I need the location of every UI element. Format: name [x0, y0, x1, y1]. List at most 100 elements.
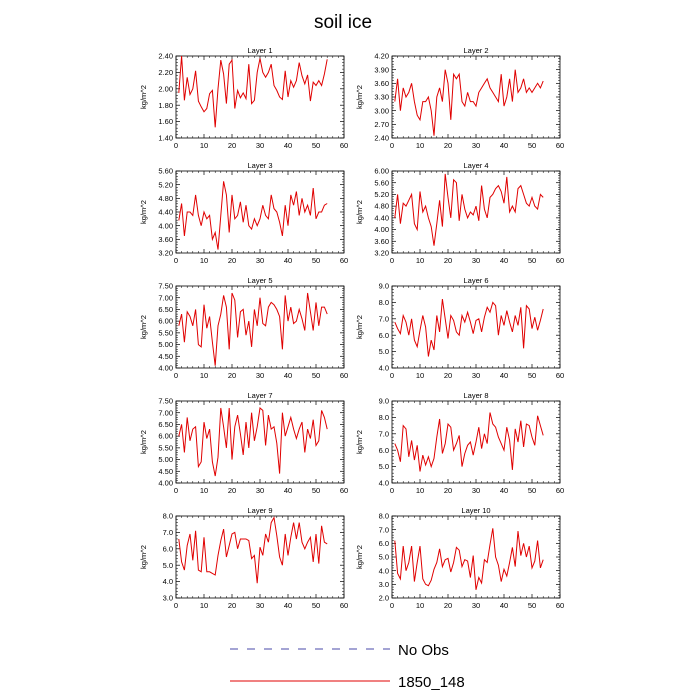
- panel-title: Layer 1: [247, 46, 272, 55]
- x-tick-label: 20: [444, 601, 452, 610]
- y-axis-label: kg/m^2: [355, 200, 364, 224]
- y-tick-label: 3.20: [374, 249, 389, 258]
- y-tick-label: 8.0: [379, 413, 389, 422]
- panel-layer-1: Layer 1 0 10 20 30 40 50 60 1.40 1.60 1.80 2.00 2.20…: [139, 46, 348, 150]
- panels-group: Layer 10 10 20 30 40 50 601.401.601.802.002.20…: [139, 46, 564, 610]
- legend: No Obs 1850_148: [230, 642, 465, 691]
- series-line-1850-148: [394, 69, 544, 136]
- y-axis-label: kg/m^2: [355, 430, 364, 454]
- y-axis-label: kg/m^2: [139, 315, 148, 339]
- y-tick-label: 3.90: [374, 65, 389, 74]
- panel-title: Layer 6: [463, 276, 488, 285]
- y-tick-label: 5.00: [158, 455, 173, 464]
- x-tick-label: 10: [200, 486, 208, 495]
- y-tick-label: 3.20: [158, 249, 173, 258]
- y-tick-label: 2.20: [158, 68, 173, 77]
- x-tick-label: 10: [200, 371, 208, 380]
- y-tick-label: 5.0: [379, 347, 389, 356]
- x-tick-label: 0: [390, 256, 394, 265]
- x-tick-label: 50: [312, 141, 320, 150]
- plot-frame: [175, 55, 345, 139]
- y-tick-label: 4.00: [158, 221, 173, 230]
- x-tick-label: 60: [556, 601, 564, 610]
- y-tick-label: 1.60: [158, 117, 173, 126]
- x-tick-label: 30: [472, 141, 480, 150]
- x-tick-label: 0: [390, 601, 394, 610]
- x-tick-label: 40: [284, 141, 292, 150]
- x-tick-label: 60: [556, 141, 564, 150]
- panel-title: Layer 5: [247, 276, 272, 285]
- x-tick-label: 0: [174, 371, 178, 380]
- y-tick-label: 4.50: [158, 467, 173, 476]
- y-tick-label: 7.0: [379, 429, 389, 438]
- y-axis-label: kg/m^2: [139, 545, 148, 569]
- panel-layer-2: Layer 2 0 10 20 30 40 50 60 2.40 2.70 3.00 3.30 3.60…: [355, 46, 564, 150]
- x-tick-label: 60: [340, 371, 348, 380]
- y-tick-label: 7.0: [379, 525, 389, 534]
- x-tick-label: 20: [228, 141, 236, 150]
- x-tick-label: 50: [528, 486, 536, 495]
- y-tick-label: 8.0: [379, 298, 389, 307]
- y-tick-label: 3.60: [374, 79, 389, 88]
- panel-layer-4: Layer 4 0 10 20 30 40 50 60 3.20 3.60 4.00 4.40 4.80…: [355, 161, 564, 265]
- x-tick-label: 30: [256, 486, 264, 495]
- x-tick-label: 50: [312, 256, 320, 265]
- y-tick-label: 4.50: [158, 352, 173, 361]
- y-tick-label: 5.20: [374, 190, 389, 199]
- x-tick-label: 0: [174, 141, 178, 150]
- plot-frame: [391, 285, 561, 369]
- y-tick-label: 3.0: [163, 594, 173, 603]
- y-tick-label: 4.80: [374, 202, 389, 211]
- y-tick-label: 9.0: [379, 397, 389, 406]
- x-tick-label: 60: [340, 256, 348, 265]
- x-tick-label: 50: [312, 601, 320, 610]
- panel-layer-7: Layer 7 0 10 20 30 40 50 60 4.00 4.50 5.00 5.50 6.00…: [139, 391, 348, 495]
- x-tick-label: 20: [444, 486, 452, 495]
- x-tick-label: 0: [174, 486, 178, 495]
- x-tick-label: 20: [228, 371, 236, 380]
- y-axis-label: kg/m^2: [355, 85, 364, 109]
- series-line-1850-148: [394, 412, 544, 472]
- y-tick-label: 4.0: [379, 364, 389, 373]
- legend-1850-148-label: 1850_148: [398, 674, 465, 691]
- x-tick-label: 10: [416, 371, 424, 380]
- x-tick-label: 10: [200, 601, 208, 610]
- y-axis-label: kg/m^2: [355, 315, 364, 339]
- y-tick-label: 3.0: [379, 580, 389, 589]
- series-line-1850-148: [178, 55, 328, 128]
- x-tick-label: 20: [444, 371, 452, 380]
- y-axis-label: kg/m^2: [139, 200, 148, 224]
- series-line-1850-148: [178, 181, 328, 250]
- x-tick-label: 30: [472, 601, 480, 610]
- x-tick-label: 20: [228, 256, 236, 265]
- y-tick-label: 5.50: [158, 328, 173, 337]
- x-tick-label: 50: [528, 601, 536, 610]
- y-tick-label: 5.60: [374, 178, 389, 187]
- y-tick-label: 5.00: [158, 340, 173, 349]
- y-tick-label: 6.0: [379, 446, 389, 455]
- x-tick-label: 50: [312, 486, 320, 495]
- series-line-1850-148: [178, 407, 328, 477]
- x-tick-label: 10: [416, 256, 424, 265]
- y-tick-label: 8.0: [163, 512, 173, 521]
- y-tick-label: 5.50: [158, 443, 173, 452]
- x-tick-label: 40: [284, 371, 292, 380]
- plot-frame: [391, 55, 561, 139]
- series-line-1850-148: [178, 292, 328, 366]
- series-line-1850-148: [178, 516, 328, 584]
- y-tick-label: 2.70: [374, 120, 389, 129]
- x-tick-label: 30: [256, 256, 264, 265]
- x-tick-label: 0: [390, 486, 394, 495]
- x-tick-label: 40: [500, 486, 508, 495]
- x-tick-label: 60: [340, 486, 348, 495]
- y-tick-label: 4.20: [374, 52, 389, 61]
- y-tick-label: 5.0: [163, 561, 173, 570]
- x-tick-label: 40: [284, 486, 292, 495]
- y-tick-label: 7.00: [158, 408, 173, 417]
- x-tick-label: 30: [256, 601, 264, 610]
- y-tick-label: 7.50: [158, 282, 173, 291]
- panel-layer-3: Layer 3 0 10 20 30 40 50 60 3.20 3.60 4.00 4.40 4.80…: [139, 161, 348, 265]
- panel-title: Layer 7: [247, 391, 272, 400]
- x-tick-label: 10: [200, 256, 208, 265]
- y-tick-label: 4.0: [163, 577, 173, 586]
